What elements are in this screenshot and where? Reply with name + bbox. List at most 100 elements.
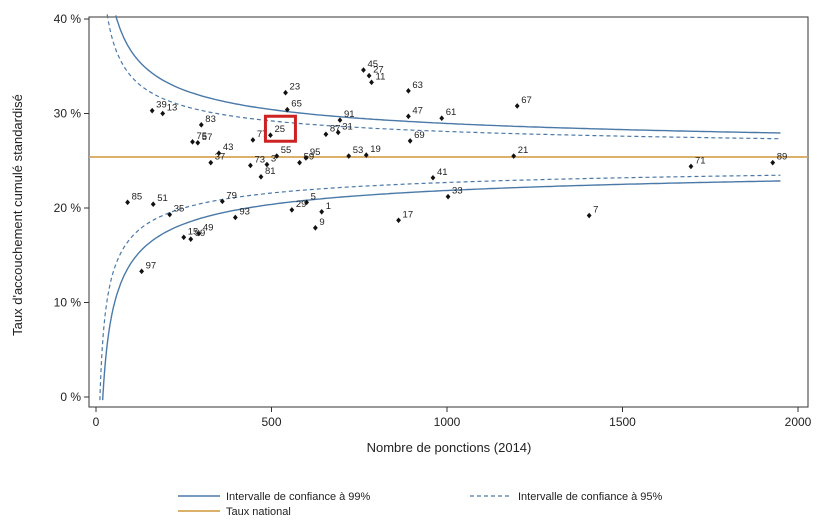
data-point	[511, 153, 517, 159]
data-point	[181, 234, 187, 241]
point-label: 41	[437, 167, 448, 178]
point-label: 3	[271, 154, 276, 165]
point-label: 59	[304, 152, 315, 163]
point-label: 9	[319, 217, 324, 228]
y-tick-label: 30 %	[54, 107, 82, 121]
point-label: 19	[370, 144, 381, 155]
point-label: 49	[203, 223, 214, 234]
data-point	[219, 198, 225, 205]
point-label: 57	[202, 132, 213, 143]
point-label: 37	[215, 152, 226, 163]
x-tick-label: 500	[261, 415, 281, 429]
point-label: 77	[257, 129, 268, 140]
data-point	[319, 208, 325, 215]
data-point	[514, 103, 520, 109]
point-label: 79	[226, 190, 237, 201]
ci95-upper-curve	[106, 14, 781, 140]
point-label: 43	[223, 142, 234, 153]
y-axis-title: Taux d'accouchement cumulé standardisé	[10, 94, 25, 336]
legend-ci95-label: Intervalle de confiance à 95%	[518, 491, 663, 503]
point-label: 95	[310, 147, 321, 158]
point-label: 5	[311, 191, 316, 202]
point-label: 39	[156, 100, 167, 111]
point-label: 67	[521, 95, 532, 106]
data-point	[770, 159, 776, 166]
point-label: 1	[326, 201, 331, 212]
point-label: 27	[373, 65, 384, 76]
data-point	[274, 153, 280, 159]
point-label: 85	[132, 191, 143, 202]
data-point	[284, 106, 290, 113]
data-point	[167, 211, 173, 218]
point-label: 45	[367, 59, 378, 70]
point-label: 15	[188, 226, 199, 237]
point-label: 53	[353, 145, 364, 156]
point-label: 61	[446, 107, 457, 118]
data-point	[688, 163, 694, 170]
point-label: 21	[518, 145, 529, 156]
point-label: 25	[274, 124, 285, 135]
ci95-lower-curve	[99, 174, 781, 401]
data-point	[323, 131, 329, 138]
data-point	[149, 107, 155, 114]
data-point	[405, 113, 411, 120]
data-point	[289, 207, 295, 213]
data-point	[335, 129, 341, 136]
data-point	[196, 230, 202, 237]
data-point	[405, 88, 411, 94]
highlight-box	[263, 114, 297, 143]
x-tick-label: 1500	[609, 415, 636, 429]
point-label: 63	[412, 80, 423, 91]
data-point	[258, 174, 264, 180]
data-point	[232, 214, 238, 221]
point-label: 73	[254, 154, 265, 165]
point-label: 33	[452, 186, 463, 197]
point-label: 55	[281, 145, 292, 156]
data-point	[248, 162, 253, 169]
x-axis-title: Nombre de ponctions (2014)	[367, 440, 532, 455]
data-point	[125, 199, 130, 206]
data-point	[160, 110, 166, 117]
legend-national-label: Taux national	[226, 506, 291, 518]
point-label: 83	[205, 114, 216, 125]
point-label: 69	[414, 130, 425, 141]
data-point	[190, 139, 195, 145]
data-point	[369, 79, 374, 86]
legend: Intervalle de confiance à 99% Intervalle…	[178, 491, 663, 518]
x-tick-label: 0	[93, 415, 100, 429]
point-label: 93	[239, 206, 250, 217]
data-point	[198, 122, 204, 128]
point-label: 81	[265, 166, 276, 177]
data-point	[139, 268, 145, 275]
point-label: 99	[195, 228, 206, 239]
data-point	[363, 152, 369, 158]
data-point	[337, 117, 343, 123]
data-point	[304, 199, 309, 206]
data-point	[361, 67, 366, 73]
data-point	[208, 159, 214, 166]
point-label: 13	[167, 103, 178, 114]
data-point	[445, 193, 451, 200]
data-point	[366, 72, 372, 79]
x-tick-label: 1000	[434, 415, 461, 429]
point-label: 17	[403, 209, 414, 220]
data-point	[430, 174, 436, 181]
data-point	[283, 89, 288, 96]
point-label: 87	[330, 123, 341, 134]
point-label: 31	[342, 121, 353, 132]
data-point	[407, 138, 413, 144]
y-axis: 0 % 10 % 20 % 30 % 40 %	[54, 12, 89, 404]
data-point	[150, 201, 156, 208]
point-label: 75	[197, 131, 208, 142]
data-point	[586, 212, 592, 219]
data-point	[346, 153, 352, 159]
data-point	[264, 161, 270, 168]
x-tick-label: 2000	[785, 415, 812, 429]
data-point	[268, 132, 273, 139]
ci99-lower-curve	[102, 180, 781, 401]
data-point	[439, 115, 445, 122]
y-tick-label: 10 %	[54, 296, 82, 310]
data-point	[303, 155, 309, 161]
